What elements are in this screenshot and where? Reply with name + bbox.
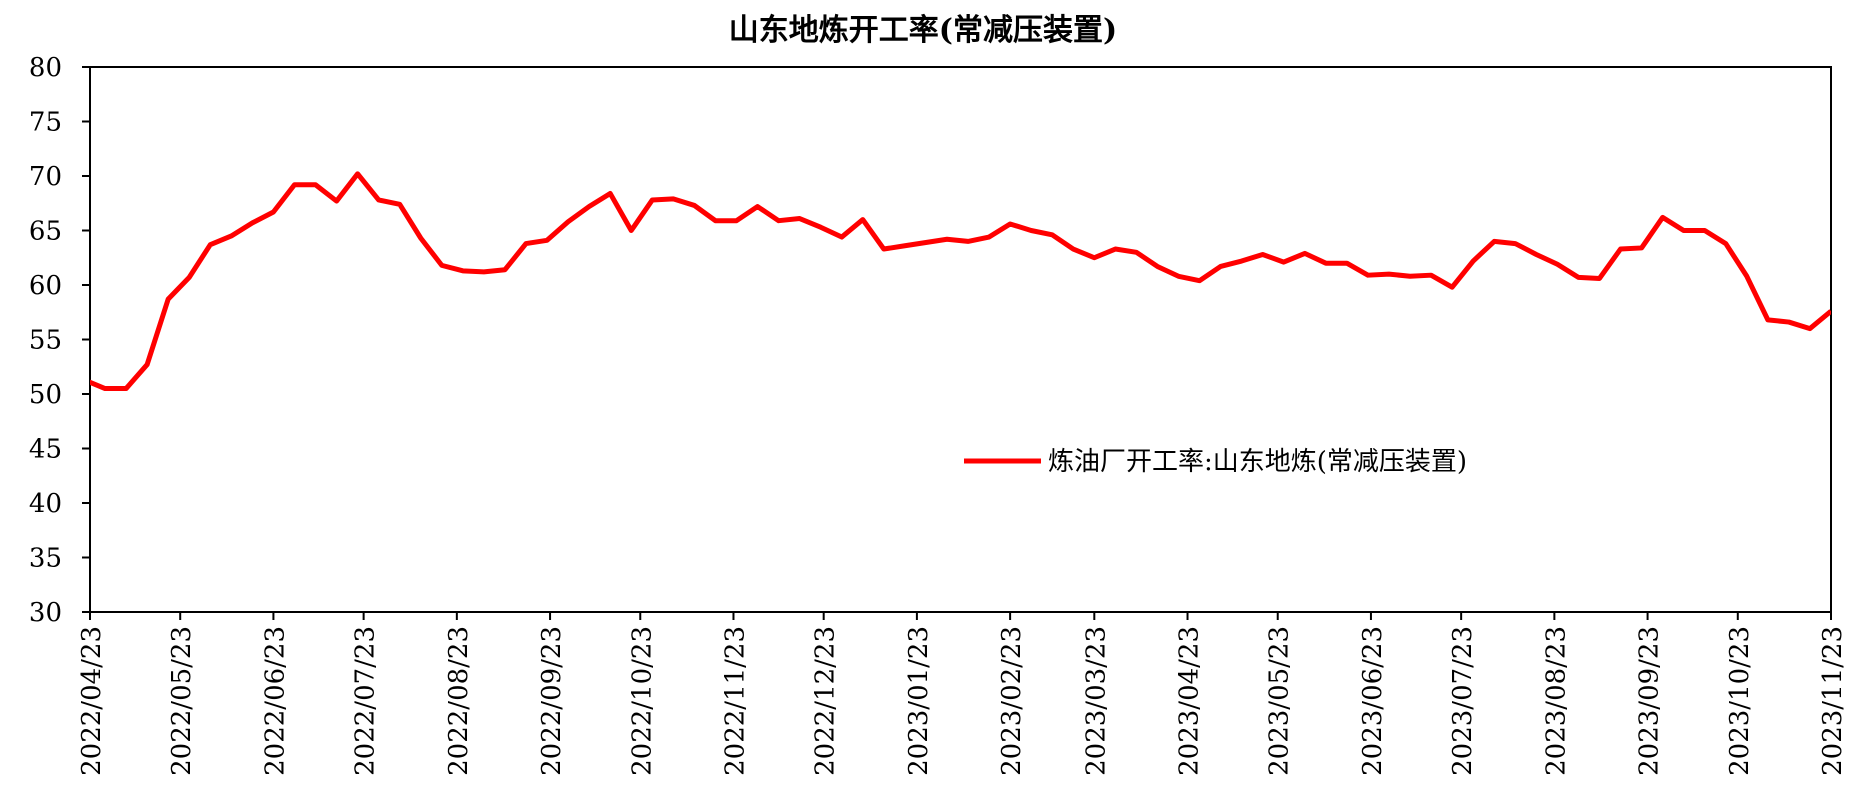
x-tick-label: 2023/11/23 xyxy=(1818,626,1848,776)
y-tick-label: 40 xyxy=(29,489,62,519)
x-tick-label: 2023/09/23 xyxy=(1635,626,1665,776)
x-tick-label: 2022/11/23 xyxy=(720,626,750,776)
x-tick-label: 2023/03/23 xyxy=(1081,626,1111,776)
line xyxy=(90,171,1831,392)
x-tick-label: 2022/04/23 xyxy=(77,626,107,776)
x-tick-label: 2022/06/23 xyxy=(260,626,290,776)
x-tick-label: 2022/12/23 xyxy=(811,626,841,776)
x-tick-label: 2023/10/23 xyxy=(1725,626,1755,776)
y-tick-label: 30 xyxy=(29,598,62,628)
legend-label: 炼油厂开工率:山东地炼(常减压装置) xyxy=(1048,447,1467,477)
y-tick-label: 45 xyxy=(29,435,62,465)
y-tick-label: 80 xyxy=(29,53,62,83)
x-tick-label: 2023/05/23 xyxy=(1265,626,1295,776)
y-tick-label: 35 xyxy=(29,544,62,574)
x-tick-label: 2022/10/23 xyxy=(627,626,657,776)
x-tick-label: 2022/05/23 xyxy=(167,626,197,776)
y-tick-label: 50 xyxy=(29,380,62,410)
x-tick-label: 2023/04/23 xyxy=(1175,626,1205,776)
x-tick-label: 2023/01/23 xyxy=(904,626,934,776)
x-tick-label: 2023/02/23 xyxy=(997,626,1027,776)
plot-frame xyxy=(89,66,1832,613)
y-tick-label: 75 xyxy=(29,108,62,138)
y-tick-label: 55 xyxy=(29,326,62,356)
x-tick-label: 2022/09/23 xyxy=(537,626,567,776)
x-tick-label: 2023/07/23 xyxy=(1448,626,1478,776)
y-tick-label: 70 xyxy=(29,162,62,192)
chart-title: 山东地炼开工率(常减压装置) xyxy=(729,13,1117,48)
y-tick-label: 60 xyxy=(29,271,62,301)
x-tick-label: 2022/07/23 xyxy=(351,626,381,776)
x-tick-label: 2022/08/23 xyxy=(444,626,474,776)
plot-area xyxy=(90,171,1831,392)
y-tick-label: 65 xyxy=(29,217,62,247)
x-tick-label: 2023/06/23 xyxy=(1358,626,1388,776)
x-tick-label: 2023/08/23 xyxy=(1541,626,1571,776)
